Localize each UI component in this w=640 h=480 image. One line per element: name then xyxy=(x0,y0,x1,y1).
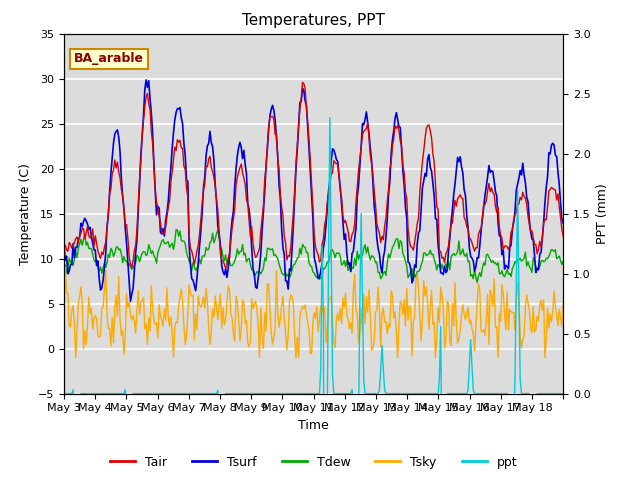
Y-axis label: PPT (mm): PPT (mm) xyxy=(596,183,609,244)
Tair xyxy=(419,158,426,164)
Line: Tair: Tair xyxy=(64,83,563,268)
Tsurf xyxy=(559,220,567,226)
Line: ppt: ppt xyxy=(64,118,563,480)
ppt xyxy=(60,391,68,396)
Tsky xyxy=(559,300,567,305)
Tsky xyxy=(558,324,566,329)
X-axis label: Time: Time xyxy=(298,419,329,432)
Tsurf xyxy=(77,220,84,226)
Tsky xyxy=(319,310,327,315)
Tsurf xyxy=(93,263,100,268)
Tdew xyxy=(60,261,68,266)
Tsurf xyxy=(60,243,68,249)
Tair xyxy=(558,226,566,232)
Line: Tsurf: Tsurf xyxy=(64,80,563,301)
ppt xyxy=(326,115,333,120)
ppt xyxy=(94,391,102,396)
ppt xyxy=(559,391,567,396)
Tsurf xyxy=(419,185,426,191)
Tsky xyxy=(61,264,69,270)
Tdew xyxy=(172,227,180,233)
Tdew xyxy=(493,262,500,268)
Legend: Tair, Tsurf, Tdew, Tsky, ppt: Tair, Tsurf, Tdew, Tsky, ppt xyxy=(105,451,522,474)
Tair xyxy=(559,234,567,240)
Tsky xyxy=(493,324,500,330)
ppt xyxy=(558,391,566,396)
Tdew xyxy=(558,262,566,267)
ppt xyxy=(79,391,86,396)
Tair xyxy=(299,80,307,85)
Tsurf xyxy=(558,216,566,222)
Tsky xyxy=(95,335,103,340)
Tsky xyxy=(419,315,426,321)
Line: Tdew: Tdew xyxy=(64,230,563,282)
Title: Temperatures, PPT: Temperatures, PPT xyxy=(242,13,385,28)
Tair xyxy=(319,236,327,242)
ppt xyxy=(318,243,326,249)
Tdew xyxy=(474,279,481,285)
Tair xyxy=(93,240,100,246)
Tsurf xyxy=(142,77,150,83)
Tair xyxy=(493,210,500,216)
Tdew xyxy=(417,262,425,268)
Tdew xyxy=(318,273,326,279)
ppt xyxy=(493,391,500,396)
Tsky xyxy=(72,355,79,360)
Tair xyxy=(77,230,84,236)
Tsurf xyxy=(319,245,327,251)
Line: Tsky: Tsky xyxy=(64,267,563,358)
Tsurf xyxy=(127,299,134,304)
Tair xyxy=(222,265,230,271)
Tsky xyxy=(80,346,88,352)
ppt xyxy=(419,391,426,396)
Tdew xyxy=(77,236,84,242)
Tsky xyxy=(60,310,68,315)
Y-axis label: Temperature (C): Temperature (C) xyxy=(19,163,33,264)
Text: BA_arable: BA_arable xyxy=(74,52,144,65)
Tdew xyxy=(93,257,100,263)
Tdew xyxy=(559,258,567,264)
Tsurf xyxy=(493,193,500,199)
Tair xyxy=(60,243,68,249)
